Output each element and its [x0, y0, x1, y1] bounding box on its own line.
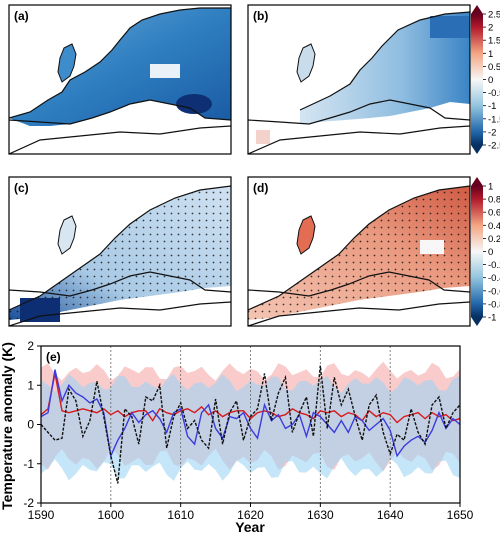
europe-field-b — [300, 12, 470, 124]
cbar2-tick-label: -1 — [488, 313, 496, 324]
y-axis-label: Temperature anomaly (K) — [0, 342, 15, 510]
cbar2-tick-label: 0.6 — [488, 208, 500, 219]
map-panel-b: (b) — [247, 4, 471, 155]
series-line-2 — [40, 365, 461, 484]
series-line-1 — [40, 369, 461, 459]
cbar2-tick-label: 0.4 — [488, 221, 500, 232]
series-line-0 — [40, 373, 461, 424]
cbar2-tick-label: -0.8 — [488, 299, 500, 310]
cbar1-tick-label: 2 — [488, 23, 493, 34]
cbar2-tick-label: 1 — [488, 182, 493, 193]
map-panel-d: (d) — [247, 176, 471, 327]
cbar1-tick-label: -2 — [488, 127, 496, 138]
cbar2-tick-label: 0.8 — [488, 195, 500, 206]
british-isles-b — [297, 44, 315, 82]
x-axis-label: Year — [235, 519, 265, 535]
cbar2-tick-label: 0.2 — [488, 234, 500, 245]
panel-label-e: (e) — [46, 350, 61, 364]
cbar1-tick-label: 0 — [488, 75, 493, 86]
x-tick-label: 1600 — [97, 508, 124, 522]
cbar1-tick-label: -0.5 — [488, 88, 500, 99]
british-isles-c — [58, 216, 76, 254]
british-isles-d — [297, 216, 315, 254]
x-tick-label: 1590 — [28, 508, 55, 522]
y-tick-label: -1 — [23, 457, 34, 471]
british-isles-a — [58, 44, 76, 82]
panel-label-c: (c) — [14, 181, 29, 195]
y-tick-label: 0 — [27, 418, 34, 432]
y-tick-label: -2 — [23, 496, 34, 510]
cbar1-tick-label: 2.5 — [488, 10, 500, 21]
cbar1-tick-label: -2.5 — [488, 141, 500, 152]
x-tick-label: 1630 — [307, 508, 334, 522]
europe-field-a — [9, 8, 231, 126]
panel-label-b: (b) — [253, 9, 268, 23]
y-tick-label: 2 — [27, 339, 34, 353]
map-panel-a: (a) — [8, 4, 232, 155]
map-panel-c: (c) — [8, 176, 232, 327]
x-tick-label: 1640 — [377, 508, 404, 522]
cbar2-tick-label: -0.4 — [488, 273, 500, 284]
cbar1-tick-label: 1.5 — [488, 36, 500, 47]
cbar1-tick-label: 1 — [488, 49, 493, 60]
cbar1-tick-label: -1.5 — [488, 114, 500, 125]
x-tick-label: 1620 — [237, 508, 264, 522]
panel-label-a: (a) — [14, 9, 29, 23]
y-tick-label: 1 — [27, 378, 34, 392]
cbar2-tick-label: -0.2 — [488, 260, 500, 271]
cbar2-tick-label: 0 — [488, 247, 493, 258]
colorbar-bottom: 1 0.8 0.6 0.4 0.2 0 -0.2 -0.4 -0.6 -0.8 -1 — [471, 177, 500, 326]
cbar1-tick-label: 0.5 — [488, 62, 500, 73]
x-tick-label: 1610 — [167, 508, 194, 522]
cbar1-tick-label: -1 — [488, 101, 496, 112]
cbar2-tick-label: -0.6 — [488, 286, 500, 297]
colorbar-top: 2.5 2 1.5 1 0.5 0 -0.5 -1 -1.5 -2 -2.5 — [471, 5, 500, 154]
panel-label-d: (d) — [253, 181, 268, 195]
x-tick-label: 1650 — [447, 508, 474, 522]
